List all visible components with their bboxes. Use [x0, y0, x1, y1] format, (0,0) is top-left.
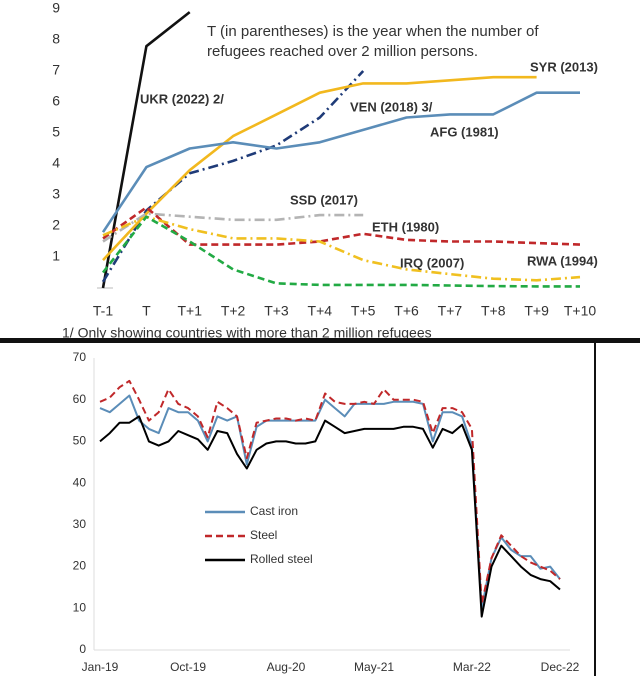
series-line: [101, 215, 580, 288]
y-tick-label: 5: [52, 124, 60, 140]
x-tick-label: T+2: [221, 303, 246, 319]
series-line: [102, 212, 364, 243]
y-tick-label: 70: [73, 350, 87, 364]
x-tick-label: T+9: [524, 303, 549, 319]
series-line: [102, 75, 537, 261]
x-tick-label: T-1: [93, 303, 113, 319]
y-tick-label: 2: [52, 217, 60, 233]
series-label: IRQ (2007): [400, 255, 464, 270]
x-tick-label: T+6: [394, 303, 419, 319]
y-tick-label: 30: [73, 517, 87, 531]
y-tick-label: 10: [73, 600, 87, 614]
series-label: VEN (2018) 3/: [350, 99, 433, 114]
x-tick-label: Dec-22: [541, 660, 580, 674]
x-tick-label: T: [142, 303, 151, 319]
x-tick-label: Oct-19: [170, 660, 206, 674]
separator: [0, 338, 640, 343]
y-tick-label: 4: [52, 155, 60, 171]
y-tick-label: 0: [79, 642, 86, 656]
x-tick-label: T+8: [481, 303, 506, 319]
series-label: ETH (1980): [372, 219, 439, 234]
series-line: [101, 91, 580, 233]
series-line: [102, 215, 581, 282]
series-line: [99, 379, 561, 606]
y-tick-label: 60: [73, 392, 87, 406]
footnote: 1/ Only showing countries with more than…: [62, 325, 432, 341]
series-label: RWA (1994): [527, 253, 598, 268]
y-tick-label: 20: [73, 559, 87, 573]
y-tick-label: 1: [52, 248, 60, 264]
series-line: [99, 415, 561, 618]
annotation: refugees reached over 2 million persons.: [207, 43, 478, 60]
legend-label: Cast iron: [250, 504, 298, 518]
y-tick-label: 8: [52, 31, 60, 47]
x-tick-label: T+7: [438, 303, 463, 319]
x-tick-label: T+1: [177, 303, 202, 319]
x-tick-label: Jan-19: [82, 660, 119, 674]
annotation: T (in parentheses) is the year when the …: [207, 23, 539, 40]
separator: [594, 343, 596, 676]
series-label: SSD (2017): [290, 192, 358, 207]
x-tick-label: T+4: [308, 303, 333, 319]
series-line: [101, 11, 191, 289]
series-label: AFG (1981): [430, 124, 499, 139]
y-tick-label: 9: [52, 0, 60, 16]
x-tick-label: May-21: [354, 660, 394, 674]
x-tick-label: T+10: [564, 303, 597, 319]
legend-label: Steel: [250, 528, 277, 542]
x-tick-label: T+3: [264, 303, 289, 319]
y-tick-label: 50: [73, 434, 87, 448]
x-tick-label: T+5: [351, 303, 376, 319]
x-tick-label: Mar-22: [453, 660, 491, 674]
y-tick-label: 3: [52, 186, 60, 202]
y-tick-label: 40: [73, 475, 87, 489]
y-tick-label: 7: [52, 62, 60, 78]
series-label: SYR (2013): [530, 59, 598, 74]
series-line: [101, 70, 365, 283]
y-tick-label: 6: [52, 93, 60, 109]
x-tick-label: Aug-20: [267, 660, 306, 674]
legend-label: Rolled steel: [250, 552, 313, 566]
series-label: UKR (2022) 2/: [140, 91, 224, 106]
